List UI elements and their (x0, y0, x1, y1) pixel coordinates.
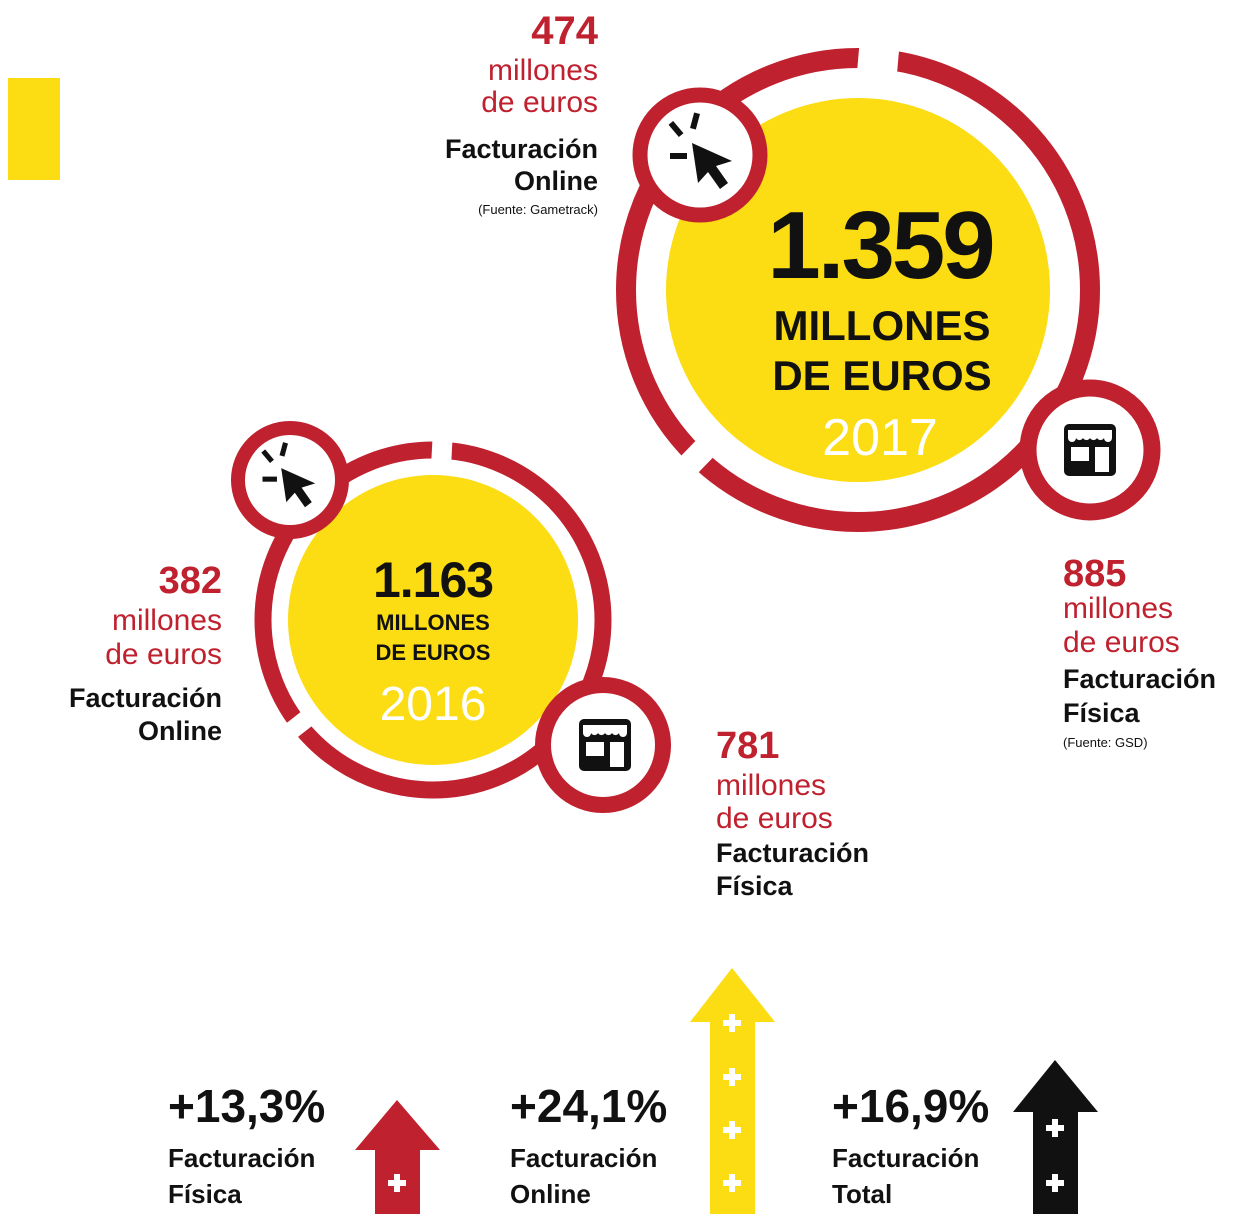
value: 885 (1063, 553, 1126, 595)
fisica-2017: 885 millones de euros Facturación Física… (1063, 553, 1216, 750)
growth-label: Facturación (832, 1143, 979, 1173)
arrow-total (1013, 1060, 1098, 1214)
value: 382 (159, 560, 222, 602)
growth-label: Online (510, 1179, 591, 1209)
ring-gap (856, 41, 900, 77)
label: Facturación (1063, 664, 1216, 694)
circle-2016: 1.163 MILLONES DE EUROS 2016 (231, 421, 671, 813)
ring-gap (282, 708, 316, 741)
label: Física (1063, 698, 1141, 728)
unit: MILLONES (774, 302, 991, 349)
ring-gap (431, 435, 453, 465)
growth-label: Facturación (168, 1143, 315, 1173)
growth-value: +13,3% (168, 1080, 325, 1132)
unit: millones (112, 604, 222, 637)
label: Facturación (445, 134, 598, 164)
online-2017: 474 millones de euros Facturación Online… (445, 9, 599, 217)
unit: de euros (1063, 626, 1180, 659)
unit: DE EUROS (772, 352, 991, 399)
unit: de euros (716, 802, 833, 835)
yellow-disc (288, 475, 578, 765)
unit: de euros (105, 638, 222, 671)
growth-label: Física (168, 1179, 242, 1209)
growth-fisica: +13,3% Facturación Física (168, 1080, 325, 1209)
unit: DE EUROS (376, 640, 491, 665)
label: Online (514, 166, 598, 196)
ring-gap (677, 437, 717, 477)
online-2016: 382 millones de euros Facturación Online (69, 560, 222, 746)
growth-label: Total (832, 1179, 892, 1209)
year: 2016 (380, 678, 487, 731)
growth-label: Facturación (510, 1143, 657, 1173)
total: 1.359 (767, 192, 992, 299)
circle-2017: 1.359 MILLONES DE EUROS 2017 (616, 41, 1161, 532)
unit: millones (1063, 592, 1173, 625)
unit: millones (488, 54, 598, 87)
label: Física (716, 871, 794, 901)
source: (Fuente: Gametrack) (478, 202, 598, 217)
year: 2017 (822, 409, 938, 467)
value: 781 (716, 725, 779, 767)
arrow-fisica (355, 1100, 440, 1214)
store-icon (1064, 424, 1116, 476)
yellow-tab (8, 78, 60, 180)
store-icon (579, 719, 631, 771)
unit: millones (716, 769, 826, 802)
unit: de euros (481, 86, 598, 119)
label: Facturación (716, 838, 869, 868)
ring (616, 48, 1100, 532)
yellow-disc (666, 98, 1050, 482)
value: 474 (531, 9, 598, 53)
source: (Fuente: GSD) (1063, 735, 1148, 750)
growth-online: +24,1% Facturación Online (510, 1080, 667, 1209)
growth-total: +16,9% Facturación Total (832, 1080, 989, 1209)
unit: MILLONES (376, 610, 490, 635)
arrow-online (690, 968, 775, 1214)
fisica-2016: 781 millones de euros Facturación Física (716, 725, 869, 901)
label: Online (138, 716, 222, 746)
growth-value: +16,9% (832, 1080, 989, 1132)
growth-value: +24,1% (510, 1080, 667, 1132)
label: Facturación (69, 683, 222, 713)
total: 1.163 (373, 552, 493, 608)
